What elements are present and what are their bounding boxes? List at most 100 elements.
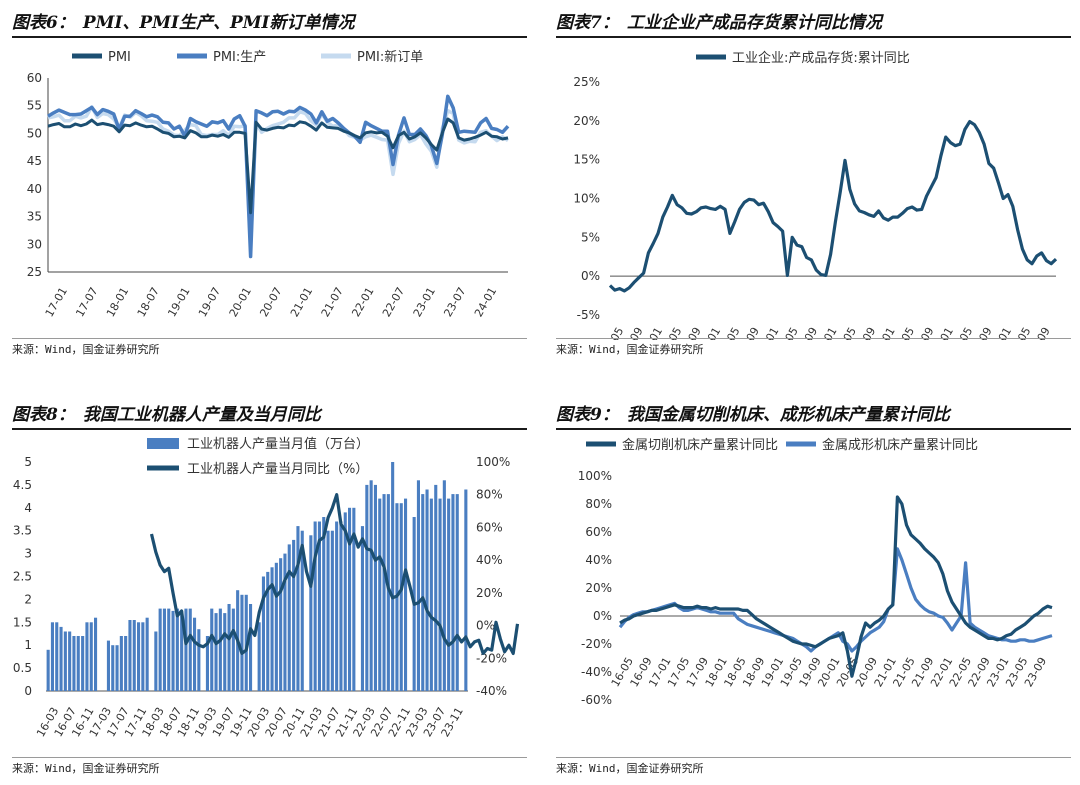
panel-title: 图表9： 我国金属切削机床、成形机床产量累计同比 <box>556 405 950 425</box>
y-tick-label: 50 <box>27 126 42 140</box>
bar <box>352 507 356 691</box>
y-tick-label: -5% <box>577 308 600 322</box>
x-tick-label: 23-01 <box>411 285 438 319</box>
y2-tick-label: 40% <box>476 553 503 567</box>
bar <box>416 480 420 691</box>
source-note: 来源：Wind，国金证券研究所 <box>12 762 160 775</box>
bar <box>399 503 403 691</box>
bar <box>171 610 175 691</box>
bar <box>46 649 50 691</box>
bar <box>124 636 128 691</box>
bar <box>59 626 63 691</box>
bar <box>72 636 76 691</box>
bar <box>227 604 231 691</box>
series-line-0 <box>47 117 509 215</box>
bar <box>231 608 235 691</box>
y-tick-label: 3.5 <box>13 524 32 538</box>
chart-inventory: 25%20%15%10%5%0%-5%16-0516-0917-0117-051… <box>573 50 1058 340</box>
y-tick-label: 20% <box>573 114 600 128</box>
bar <box>287 544 291 691</box>
x-tick-label: 21-01 <box>288 285 315 319</box>
bar <box>50 622 54 691</box>
y-tick-label: 100% <box>578 469 612 483</box>
y-tick-label: -60% <box>581 693 612 707</box>
bar <box>404 498 408 691</box>
source-note: 来源：Wind，国金证券研究所 <box>556 343 704 356</box>
bar <box>391 462 395 691</box>
source-rule <box>12 338 527 339</box>
y2-tick-label: -40% <box>476 684 507 698</box>
source-note: 来源：Wind，国金证券研究所 <box>12 343 160 356</box>
panel-title: 图表6： PMI、PMI生产、PMI新订单情况 <box>12 13 355 33</box>
bar <box>106 640 110 691</box>
x-tick-label: 19-01 <box>165 285 192 319</box>
y-tick-label: 1 <box>24 638 32 652</box>
panel-title: 图表8： 我国工业机器人产量及当月同比 <box>12 405 321 425</box>
bar <box>378 498 382 691</box>
bar <box>167 608 171 691</box>
x-tick-label: 24-01 <box>472 285 499 319</box>
legend-label: 工业企业:产成品存货:累计同比 <box>732 50 910 66</box>
bar <box>55 622 59 691</box>
x-tick-label: 18-07 <box>135 285 162 319</box>
panel-inventory: 图表7：工业企业产成品存货累计同比情况 25%20%15%10%5%0%-5%1… <box>556 8 1071 358</box>
y-tick-label: 80% <box>585 497 612 511</box>
bar <box>119 636 123 691</box>
source-note: 来源：Wind，国金证券研究所 <box>556 762 704 775</box>
x-tick-label: 17-07 <box>73 285 100 319</box>
y2-tick-label: 80% <box>476 488 503 502</box>
y2-tick-label: 100% <box>476 455 510 469</box>
bar <box>274 562 278 691</box>
y-tick-label: 2.5 <box>13 570 32 584</box>
y-tick-label: 5% <box>581 230 600 244</box>
bar <box>330 530 334 691</box>
y-tick-label: 15% <box>573 153 600 167</box>
series-line-0 <box>619 495 1053 678</box>
bar <box>296 526 300 691</box>
bar <box>205 636 209 691</box>
bar <box>360 526 364 691</box>
y-tick-label: 2 <box>24 592 32 606</box>
bar <box>111 645 115 691</box>
y-tick-label: 0% <box>581 269 600 283</box>
bar <box>257 622 261 691</box>
x-tick-label: 17-01 <box>43 285 70 319</box>
y-tick-label: 40% <box>585 553 612 567</box>
bar <box>283 553 287 691</box>
bar <box>300 530 304 691</box>
bar <box>335 521 339 691</box>
legend-label: 工业机器人产量当月值（万台） <box>187 436 369 452</box>
y-tick-label: 25% <box>573 75 600 89</box>
y-tick-label: 35 <box>27 210 42 224</box>
bar <box>81 636 85 691</box>
y-tick-label: 60 <box>27 71 42 85</box>
x-tick-label: 19-07 <box>196 285 223 319</box>
legend-label: 金属成形机床产量累计同比 <box>822 437 978 453</box>
y-tick-label: 60% <box>585 525 612 539</box>
series-line-yoy <box>149 493 520 655</box>
bar <box>442 480 446 691</box>
bar <box>214 613 218 691</box>
legend-label: 金属切削机床产量累计同比 <box>622 437 778 453</box>
legend-label: PMI <box>108 50 131 65</box>
chart-machine-tools: 100%80%60%40%20%0%-20%-40%-60%16-0516-09… <box>578 437 1053 707</box>
panel-pmi: 图表6： PMI、PMI生产、PMI新订单情况 60 55 50 45 40 35 30 25 1… <box>12 8 527 358</box>
x-tick-label: 20-07 <box>257 285 284 319</box>
y-tick-label: 40 <box>27 182 42 196</box>
title-rule <box>556 428 1071 430</box>
bar <box>429 498 433 691</box>
bar <box>68 631 72 691</box>
bar <box>132 620 136 691</box>
x-tick-label: 22-01 <box>349 285 376 319</box>
y-tick-label: 3 <box>24 547 32 561</box>
y-tick-label: 20% <box>585 581 612 595</box>
y-tick-label: 25 <box>27 265 42 279</box>
y2-tick-label: 20% <box>476 586 503 600</box>
bar <box>85 622 89 691</box>
bar <box>249 604 253 691</box>
bar <box>425 489 429 691</box>
y-tick-label: 10% <box>573 192 600 206</box>
title-rule <box>12 428 527 430</box>
y-tick-label: 1.5 <box>13 615 32 629</box>
bar <box>240 594 244 691</box>
